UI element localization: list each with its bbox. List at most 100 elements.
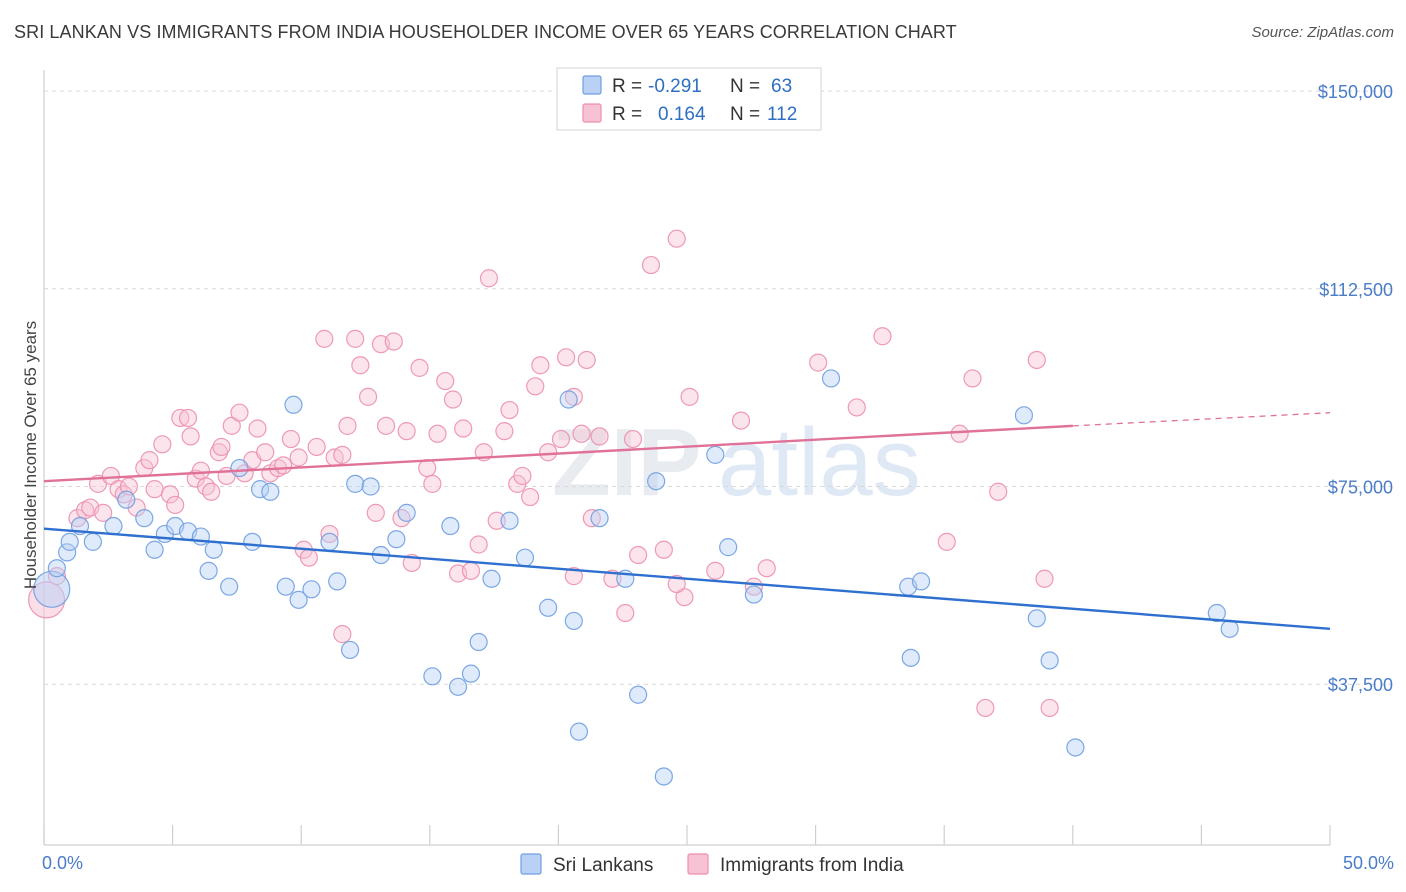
india-point [397, 422, 416, 441]
srilankan-point [1040, 651, 1059, 670]
india-point [809, 353, 828, 372]
india-point [526, 377, 545, 396]
india-point [623, 429, 643, 449]
srilankan-point [397, 503, 416, 522]
watermark-atlas: atlas [718, 409, 921, 516]
india-point [539, 443, 558, 462]
india-point [181, 427, 200, 446]
srilankan-point [1207, 603, 1226, 623]
india-point [153, 435, 172, 454]
india-point [937, 532, 956, 551]
india-point [603, 569, 622, 588]
india-point [963, 369, 982, 388]
india-point [572, 424, 591, 443]
india-trend-line-extension [1072, 412, 1331, 427]
india-point [351, 356, 370, 375]
legend-r-value: 0.164 [658, 104, 706, 125]
india-point [366, 503, 385, 522]
srilankan-point [706, 445, 725, 464]
legend-swatch-india [582, 103, 602, 123]
srilankan-point [328, 572, 347, 591]
legend: R = -0.291 N = 63 R = 0.164 N = 112 [556, 67, 822, 131]
india-point [94, 503, 113, 522]
srilankan-point [1220, 619, 1239, 638]
india-point [680, 387, 699, 406]
srilankan-point [289, 590, 308, 609]
srilankan-point [346, 474, 365, 493]
india-point [376, 416, 396, 435]
chart-title: SRI LANKAN VS IMMIGRANTS FROM INDIA HOUS… [14, 22, 957, 42]
india-point [140, 451, 159, 470]
x-ticks [43, 825, 1331, 845]
india-point [847, 398, 866, 417]
srilankan-point [423, 667, 442, 686]
srilankan-point [654, 767, 673, 786]
india-point [307, 437, 326, 457]
india-point [500, 400, 519, 420]
india-point [436, 371, 455, 391]
y-tick-labels: $37,500 $75,000 $112,500 $150,000 [1318, 82, 1393, 695]
india-point [564, 387, 583, 406]
srilankan-point [60, 532, 79, 551]
bottom-legend-label-india: Immigrants from India [720, 855, 904, 876]
india-point [989, 482, 1008, 501]
watermark: ZIP atlas [552, 409, 921, 516]
srilankan-point [83, 532, 102, 551]
india-point [230, 403, 249, 422]
india-points [27, 229, 1059, 718]
india-point [384, 332, 403, 351]
india-point [976, 698, 995, 718]
india-point [191, 461, 210, 480]
srilankan-point [515, 548, 535, 567]
x-tick-label-min: 0.0% [42, 853, 83, 873]
y-axis-label: Householder Income Over 65 years [21, 321, 40, 589]
india-point [145, 480, 164, 499]
india-point [873, 327, 892, 346]
trend-lines [43, 412, 1331, 631]
srilankan-trend-line [43, 527, 1331, 631]
india-point [706, 561, 725, 580]
india-point [1035, 569, 1054, 588]
srilankan-point [230, 458, 249, 478]
gridlines [44, 90, 1394, 685]
india-point [757, 559, 776, 578]
srilankan-point [482, 569, 501, 588]
india-point [551, 429, 571, 449]
india-point [171, 408, 190, 428]
india-point [346, 329, 365, 348]
srilankan-point [204, 540, 223, 559]
india-point [202, 482, 221, 501]
india-point [469, 535, 488, 554]
srilankan-point [58, 543, 77, 562]
india-point [531, 356, 550, 375]
srilankan-point [1066, 738, 1085, 757]
legend-r-value: -0.291 [648, 76, 702, 97]
srilankan-point [302, 580, 321, 599]
srilankan-point [135, 509, 154, 528]
india-point [196, 477, 216, 496]
india-point [731, 411, 751, 430]
india-point [358, 387, 378, 406]
india-point [590, 427, 609, 446]
srilankan-point [590, 509, 609, 528]
srilankan-point [647, 472, 666, 491]
india-point [443, 390, 463, 409]
india-point [333, 625, 352, 644]
india-point [333, 445, 352, 464]
india-point [582, 509, 601, 528]
india-point [178, 408, 198, 428]
srilankan-point [145, 540, 164, 559]
srilankan-point [569, 722, 589, 741]
legend-n-label: N = [730, 76, 760, 97]
india-point [299, 548, 319, 567]
india-point [212, 437, 231, 457]
india-point [950, 424, 969, 443]
india-point [557, 348, 576, 367]
india-point [281, 429, 301, 449]
india-point [1027, 350, 1046, 370]
bottom-legend-swatch-srilankans [520, 853, 542, 875]
srilankan-point [744, 585, 763, 604]
srilankan-point [340, 640, 360, 660]
srilankan-point [320, 532, 339, 551]
legend-n-value: 112 [767, 104, 797, 125]
